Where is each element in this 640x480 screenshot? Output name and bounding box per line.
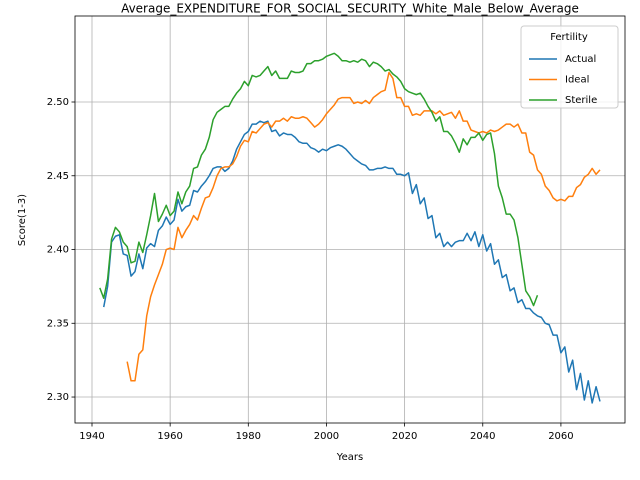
x-tick-label: 2000 (314, 431, 339, 442)
axis-layer: 1940 1960 1980 2000 2020 2040 2060 2.30 2.35 2.40… (47, 97, 574, 442)
x-tick-label: 1980 (236, 431, 261, 442)
series-line (99, 52, 539, 307)
x-tick-label: 1960 (157, 431, 182, 442)
y-tick-label: 2.35 (47, 318, 69, 329)
legend: Fertility Actual Ideal Sterile (520, 25, 619, 109)
x-axis-label: Years (336, 452, 363, 463)
series-line (126, 71, 601, 382)
x-tick-label: 2060 (548, 431, 573, 442)
y-tick-label: 2.30 (47, 392, 69, 403)
legend-label: Ideal (565, 75, 589, 86)
legend-label: Actual (565, 54, 596, 65)
x-tick-label: 2040 (470, 431, 495, 442)
y-tick-label: 2.45 (47, 171, 69, 182)
legend-box (520, 25, 619, 109)
x-tick-label: 2020 (392, 431, 417, 442)
plot-frame (74, 15, 626, 424)
series-line (102, 120, 601, 404)
y-tick-label: 2.40 (47, 245, 69, 256)
chart-title: Average_EXPENDITURE_FOR_SOCIAL_SECURITY_… (121, 2, 579, 16)
legend-title: Fertility (550, 32, 588, 43)
y-tick-label: 2.50 (47, 97, 69, 108)
line-layer (99, 52, 601, 404)
x-tick-label: 1940 (79, 431, 104, 442)
legend-label: Sterile (565, 95, 597, 106)
y-axis-label: Score(1-3) (17, 194, 28, 246)
